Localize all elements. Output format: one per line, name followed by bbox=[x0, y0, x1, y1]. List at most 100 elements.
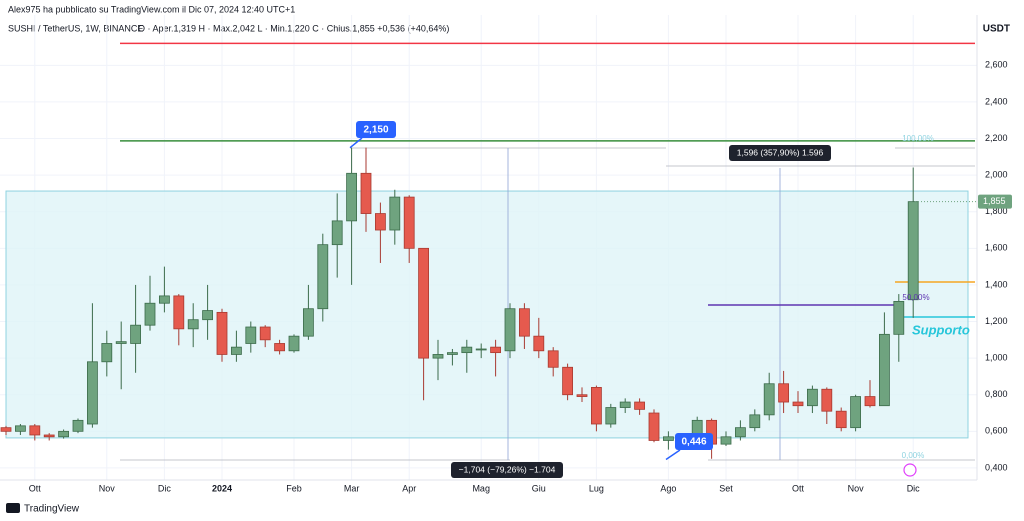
candle-body bbox=[173, 295, 185, 330]
candle-body bbox=[634, 401, 645, 410]
symbol: SUSHI / TetherUS, 1W, BINANCE bbox=[8, 23, 143, 33]
candle-body bbox=[158, 295, 170, 304]
x-tick-label: Set bbox=[719, 483, 733, 493]
candle-body bbox=[418, 247, 430, 359]
candle-body bbox=[490, 346, 502, 354]
x-tick-label: Nov bbox=[99, 483, 116, 493]
event-icon bbox=[903, 463, 917, 477]
currency: USDT bbox=[983, 24, 1010, 35]
callout-box bbox=[675, 433, 713, 450]
candle-body bbox=[302, 308, 314, 337]
y-tick-label: 2,000 bbox=[985, 169, 1008, 179]
candle-body bbox=[504, 308, 516, 352]
candle-body bbox=[605, 407, 617, 425]
candle-body bbox=[274, 343, 286, 352]
candle-body bbox=[735, 427, 746, 438]
candle-body bbox=[29, 425, 41, 436]
candle-body bbox=[663, 436, 674, 441]
x-tick-label: Dic bbox=[907, 483, 920, 493]
candle-body bbox=[245, 326, 257, 344]
candle-body bbox=[288, 335, 300, 352]
candle-body bbox=[202, 310, 214, 321]
footer: TradingView bbox=[24, 504, 80, 515]
fib-label: 100,00% bbox=[902, 134, 934, 143]
candle-body bbox=[216, 311, 228, 355]
candle-body bbox=[720, 436, 732, 445]
y-tick-label: 1,400 bbox=[985, 279, 1008, 289]
candle-body bbox=[43, 434, 55, 438]
y-tick-label: 1,000 bbox=[985, 352, 1008, 362]
candle-body bbox=[403, 196, 415, 249]
logo bbox=[6, 503, 20, 513]
candle-body bbox=[317, 244, 329, 310]
candle-body bbox=[591, 387, 602, 425]
y-tick-label: 0,800 bbox=[985, 389, 1008, 399]
callout-label: 0,446 bbox=[681, 437, 706, 448]
candle-body bbox=[14, 425, 26, 432]
x-tick-label: Mag bbox=[472, 483, 490, 493]
x-tick-label: Apr bbox=[402, 483, 416, 493]
last-price-tag bbox=[978, 194, 1012, 209]
candle-body bbox=[619, 401, 631, 408]
candle-body bbox=[778, 383, 789, 403]
candle-body bbox=[893, 300, 905, 335]
candle-body bbox=[115, 341, 127, 344]
candle-body bbox=[835, 410, 847, 429]
x-tick-label: Lug bbox=[589, 483, 604, 493]
candle-body bbox=[187, 319, 199, 330]
candle-body bbox=[144, 302, 156, 326]
candle-body bbox=[432, 354, 444, 359]
candle-body bbox=[475, 348, 487, 351]
y-tick-label: 2,200 bbox=[985, 133, 1008, 143]
x-tick-label: Giu bbox=[532, 483, 546, 493]
x-tick-label: Ott bbox=[792, 483, 805, 493]
candle-body bbox=[850, 396, 861, 429]
candle-body bbox=[389, 196, 401, 231]
y-tick-label: 2,400 bbox=[985, 96, 1008, 106]
callout-pointer bbox=[665, 449, 681, 461]
measure-label: −1,704 (−79,26%) −1.704 bbox=[459, 464, 556, 474]
candle-body bbox=[907, 201, 919, 301]
callout-box bbox=[356, 121, 396, 138]
callout-label: 2,150 bbox=[363, 125, 388, 136]
fib-label: 0,00% bbox=[902, 451, 925, 460]
candle-body bbox=[792, 401, 804, 407]
measure-box bbox=[729, 145, 831, 161]
candle-body bbox=[0, 427, 12, 432]
x-tick-label: Ago bbox=[660, 483, 676, 493]
y-tick-label: 1,600 bbox=[985, 243, 1008, 253]
y-tick-label: 1,200 bbox=[985, 316, 1008, 326]
support-label: Supporto bbox=[912, 322, 970, 337]
candle-body bbox=[821, 388, 833, 412]
candle-body bbox=[87, 361, 98, 425]
fib-label: 50,00% bbox=[902, 293, 929, 302]
candle-body bbox=[648, 412, 660, 441]
y-tick-label: 1,800 bbox=[985, 206, 1008, 216]
candle-body bbox=[101, 343, 113, 363]
candle-body bbox=[259, 326, 271, 341]
candle-body bbox=[346, 172, 358, 222]
candle-body bbox=[763, 383, 775, 416]
candle-body bbox=[864, 396, 876, 407]
x-tick-label: Dic bbox=[158, 483, 171, 493]
y-tick-label: 0,400 bbox=[985, 462, 1008, 472]
candle-body bbox=[749, 414, 761, 429]
candle-body bbox=[230, 346, 242, 355]
candle-body bbox=[519, 308, 530, 337]
candle-body bbox=[547, 350, 559, 368]
candle-body bbox=[879, 333, 890, 407]
y-tick-label: 0,600 bbox=[985, 426, 1008, 436]
x-tick-label: Mar bbox=[344, 483, 360, 493]
candle-body bbox=[72, 419, 84, 432]
y-tick-label: 2,600 bbox=[985, 60, 1008, 70]
x-tick-label: Nov bbox=[848, 483, 865, 493]
candle-body bbox=[461, 346, 473, 354]
last-price-label: 1,855 bbox=[983, 196, 1006, 206]
candle-body bbox=[331, 220, 343, 246]
candle-body bbox=[374, 213, 386, 231]
candle-body bbox=[360, 172, 372, 214]
candle-body bbox=[562, 366, 573, 396]
measure-label: 1,596 (357,90%) 1.596 bbox=[737, 147, 824, 157]
measure-box bbox=[451, 462, 563, 478]
